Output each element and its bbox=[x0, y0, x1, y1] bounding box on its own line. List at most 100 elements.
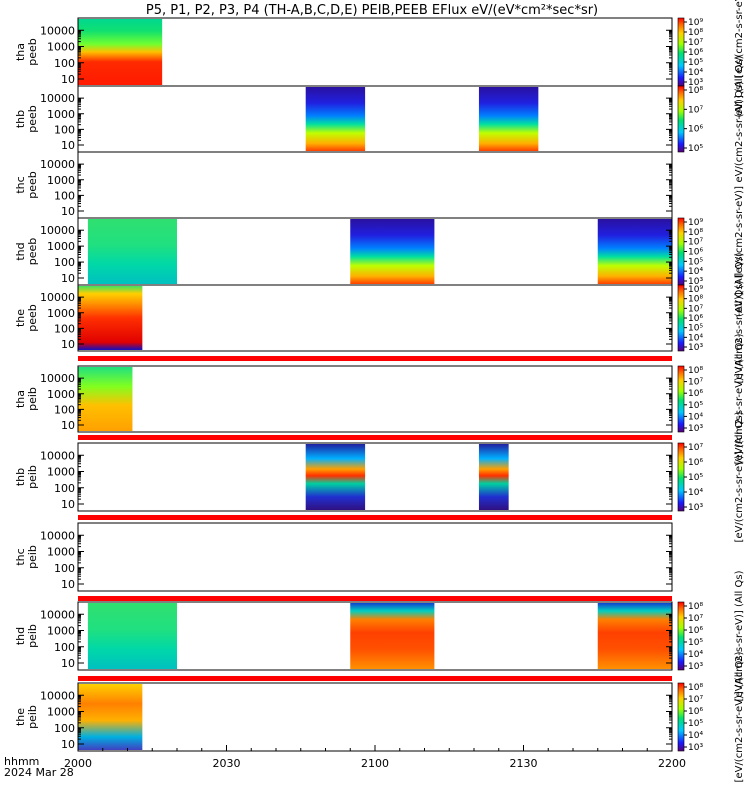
colorbar-tick-label: 10³ bbox=[688, 78, 703, 88]
colorbar-tick-label: 10⁸ bbox=[688, 228, 703, 238]
colorbar-tick-label: 10⁸ bbox=[688, 28, 703, 38]
colorbar-label: (All Qs) [eV/(cm2-s-sr-eV)] bbox=[734, 186, 745, 317]
separator-bar bbox=[78, 356, 672, 361]
colorbar-tick-label: 10³ bbox=[688, 343, 703, 353]
spectrogram-block bbox=[478, 444, 509, 510]
colorbar-label: (All Qs) [eV/(cm2-s-sr-eV)] bbox=[734, 0, 745, 117]
colorbar-label: [eV/(cm2-s-sr-eV)] (All Qs) bbox=[734, 252, 745, 383]
colorbar-tick-label: 10⁸ bbox=[688, 602, 703, 612]
panel-label-probe: thb bbox=[14, 110, 27, 128]
colorbar bbox=[677, 601, 685, 671]
y-tick-label: 1000 bbox=[47, 307, 75, 320]
figure-title: P5, P1, P2, P3, P4 (TH-A,B,C,D,E) PEIB,P… bbox=[146, 3, 598, 18]
spectrogram-block bbox=[350, 603, 435, 669]
y-tick-label: 10000 bbox=[40, 372, 75, 385]
panel-label-probe: tha bbox=[14, 43, 27, 61]
panel-frame bbox=[77, 442, 673, 512]
y-tick-label: 100 bbox=[54, 482, 75, 495]
colorbar-tick-label: 10⁸ bbox=[688, 683, 703, 693]
colorbar-tick-label: 10⁵ bbox=[688, 324, 703, 334]
colorbar bbox=[677, 217, 685, 286]
colorbar-tick-label: 10⁶ bbox=[688, 707, 703, 717]
colorbar-tick-label: 10⁷ bbox=[688, 304, 703, 314]
colorbar-tick-label: 10⁷ bbox=[688, 38, 703, 48]
colorbar-label: [eV/(cm2-s-sr-eV)] (All Qs) bbox=[734, 411, 745, 542]
colorbar-tick-label: 10⁴ bbox=[688, 488, 703, 498]
y-tick-label: 10000 bbox=[40, 92, 75, 105]
x-axis: 2000 2030 2100 2130 2200 bbox=[64, 745, 686, 770]
y-tick-label: 10000 bbox=[40, 24, 75, 37]
y-tick-label: 10000 bbox=[40, 291, 75, 304]
y-tick-label: 10000 bbox=[40, 608, 75, 621]
y-tick-label: 10 bbox=[61, 738, 75, 751]
colorbar-tick-label: 10³ bbox=[688, 424, 703, 434]
x-tick-label: 2130 bbox=[510, 757, 538, 770]
colorbar-label: [eV/(cm2-s-sr-eV)] (All Qs) bbox=[734, 570, 745, 701]
panel-label-product: peeb bbox=[26, 38, 39, 66]
panel-frame bbox=[77, 151, 673, 219]
y-tick-label: 1000 bbox=[47, 240, 75, 253]
panel-label-product: peeb bbox=[26, 171, 39, 199]
colorbar bbox=[677, 284, 685, 352]
y-tick-label: 1000 bbox=[47, 41, 75, 54]
colorbar bbox=[677, 365, 685, 433]
colorbar-label: [eV/(cm2-s-sr-eV)] (All Qs) bbox=[734, 651, 745, 782]
colorbar-tick-label: 10⁷ bbox=[688, 238, 703, 248]
y-tick-label: 10000 bbox=[40, 158, 75, 171]
panel-label-product: peeb bbox=[26, 238, 39, 266]
spectrogram-block bbox=[597, 219, 672, 284]
y-tick-label: 10 bbox=[61, 139, 75, 152]
x-axis-label-hhmm: hhmm bbox=[4, 755, 39, 768]
y-tick-label: 10000 bbox=[40, 449, 75, 462]
colorbar-tick-label: 10⁷ bbox=[688, 105, 703, 115]
colorbar-tick-label: 10⁵ bbox=[688, 638, 703, 648]
colorbar-tick-label: 10⁷ bbox=[688, 378, 703, 388]
colorbar-tick-label: 10⁴ bbox=[688, 650, 703, 660]
colorbar-tick-label: 10⁵ bbox=[688, 473, 703, 483]
colorbar-tick-label: 10⁵ bbox=[688, 257, 703, 267]
colorbar-tick-label: 10⁷ bbox=[688, 443, 703, 453]
spectrogram-block bbox=[597, 603, 672, 669]
y-tick-label: 100 bbox=[54, 322, 75, 335]
spectrogram-block bbox=[305, 444, 366, 510]
colorbar-tick-label: 10⁴ bbox=[688, 731, 703, 741]
separator-bar bbox=[78, 435, 672, 440]
colorbar-label: eV/(cm2-s-sr-eV)] (All Qs) bbox=[734, 55, 745, 182]
panel-label-product: peib bbox=[26, 705, 39, 729]
spectrogram-block bbox=[78, 367, 133, 431]
y-tick-label: 1000 bbox=[47, 388, 75, 401]
colorbar-tick-label: 10⁹ bbox=[688, 285, 703, 295]
y-tick-label: 100 bbox=[54, 256, 75, 269]
y-tick-label: 10000 bbox=[40, 224, 75, 237]
panel-label-probe: tha bbox=[14, 390, 27, 408]
panel-frame bbox=[77, 601, 673, 671]
separator-bar bbox=[78, 676, 672, 681]
colorbar-tick-label: 10⁹ bbox=[688, 218, 703, 228]
colorbar-tick-label: 10⁶ bbox=[688, 626, 703, 636]
y-tick-label: 1000 bbox=[47, 174, 75, 187]
y-tick-label: 1000 bbox=[47, 625, 75, 638]
panel-frame bbox=[77, 365, 673, 433]
panel-label-probe: thc bbox=[14, 548, 27, 565]
y-tick-label: 10 bbox=[61, 338, 75, 351]
panel-label-product: peib bbox=[26, 624, 39, 648]
colorbar bbox=[677, 17, 685, 87]
colorbar-tick-label: 10⁵ bbox=[688, 144, 703, 154]
y-tick-label: 100 bbox=[54, 189, 75, 202]
colorbar-tick-label: 10⁶ bbox=[688, 48, 703, 58]
colorbar-tick-label: 10⁴ bbox=[688, 333, 703, 343]
colorbar-tick-label: 10⁴ bbox=[688, 68, 703, 78]
x-tick-label: 2030 bbox=[213, 757, 241, 770]
panel-frame bbox=[77, 17, 673, 87]
colorbar-tick-label: 10⁸ bbox=[688, 295, 703, 305]
panel-label-probe: the bbox=[14, 708, 27, 726]
panel-label-product: peeb bbox=[26, 304, 39, 332]
separator-bar bbox=[78, 515, 672, 520]
y-tick-label: 10 bbox=[61, 419, 75, 432]
colorbar-tick-label: 10⁷ bbox=[688, 614, 703, 624]
colorbar-tick-label: 10⁸ bbox=[688, 366, 703, 376]
panel-label-probe: thd bbox=[14, 627, 27, 645]
y-tick-label: 100 bbox=[54, 722, 75, 735]
